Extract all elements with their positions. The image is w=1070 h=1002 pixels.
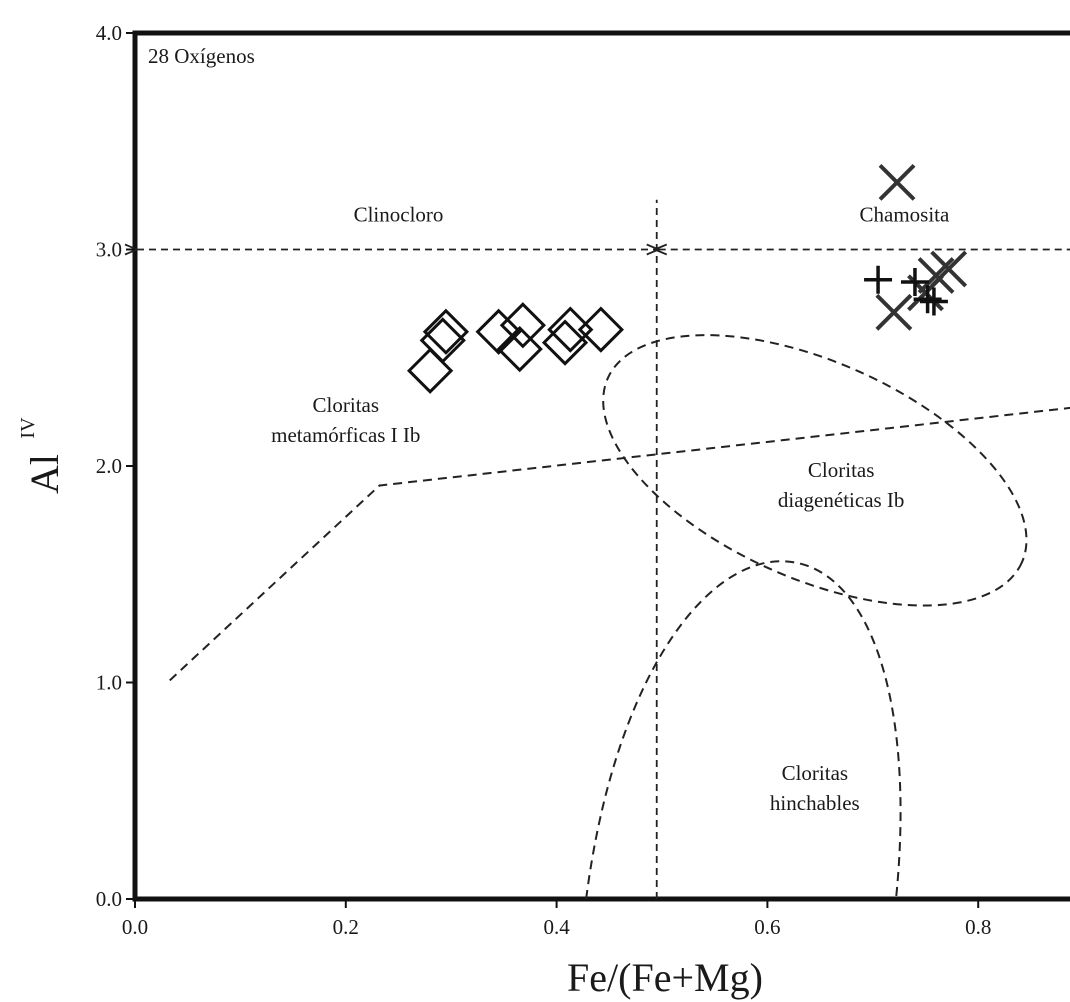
plus-point [864, 265, 893, 294]
diamond-point [419, 317, 466, 364]
x-cross-point [878, 163, 916, 201]
oxygen-basis-annotation: 28 Oxígenos [148, 44, 255, 68]
plot-frame [132, 30, 1070, 902]
y-axis-title: Al [22, 454, 67, 494]
plus-point [900, 267, 929, 296]
classification-boundaries [137, 199, 1070, 900]
x-cross-point [875, 293, 913, 331]
region-label-line: Cloritas [782, 761, 849, 785]
diamond-point [541, 319, 589, 366]
plus-point [913, 285, 942, 314]
region-label-line: hinchables [770, 791, 860, 815]
region-label-line: Clinocloro [354, 202, 444, 226]
x-cross-point [917, 257, 955, 294]
region-label-line: metamórficas I Ib [271, 423, 420, 447]
x-tick-label: 0.4 [543, 915, 570, 939]
y-axis-title-superscript: IV [17, 417, 39, 439]
diagenetic-field-ellipse [602, 334, 1028, 607]
diamond-point [406, 347, 454, 394]
data-points [406, 163, 968, 394]
metamorphic-boundary-line [169, 406, 1070, 682]
y-tick-label: 4.0 [96, 21, 122, 45]
swelling-field-curve [585, 560, 902, 900]
diamond-point [577, 306, 624, 353]
y-tick-label: 0.0 [96, 887, 122, 911]
region-label-line: Chamosita [860, 202, 951, 226]
y-tick-label: 1.0 [96, 671, 122, 695]
y-tick-label: 2.0 [96, 454, 122, 478]
region-labels: Clinocloro Chamosita Cloritas metamórficas … [271, 202, 950, 815]
region-label: Cloritas diagenéticas Ib [778, 458, 905, 512]
region-label-line: Cloritas [808, 458, 875, 482]
region-label-line: Cloritas [313, 393, 380, 417]
x-tick-label: 0.6 [754, 915, 780, 939]
x-tick-label: 0.2 [333, 915, 359, 939]
region-label: Chamosita [860, 202, 951, 226]
plus-point [919, 287, 948, 316]
x-axis-title: Fe/(Fe+Mg) [567, 955, 763, 1000]
diamond-point [547, 306, 594, 353]
diamond-point [475, 308, 522, 355]
diamond-point [496, 325, 543, 373]
diamond-point [422, 308, 470, 355]
region-label-line: diagenéticas Ib [778, 488, 905, 512]
x-cross-point [930, 250, 968, 288]
y-tick-label: 3.0 [96, 238, 122, 262]
y-axis-title-group: Al IV [17, 417, 67, 494]
diamond-point [499, 302, 546, 349]
axis-ticks: 0.0 0.2 0.4 0.6 0.8 0.0 1.0 2.0 3.0 4.0 [96, 21, 992, 939]
region-label: Cloritas hinchables [770, 761, 860, 815]
region-label: Clinocloro [354, 202, 444, 226]
x-tick-label: 0.0 [122, 915, 148, 939]
region-label: Cloritas metamórficas I Ib [271, 393, 420, 447]
x-tick-label: 0.8 [965, 915, 991, 939]
